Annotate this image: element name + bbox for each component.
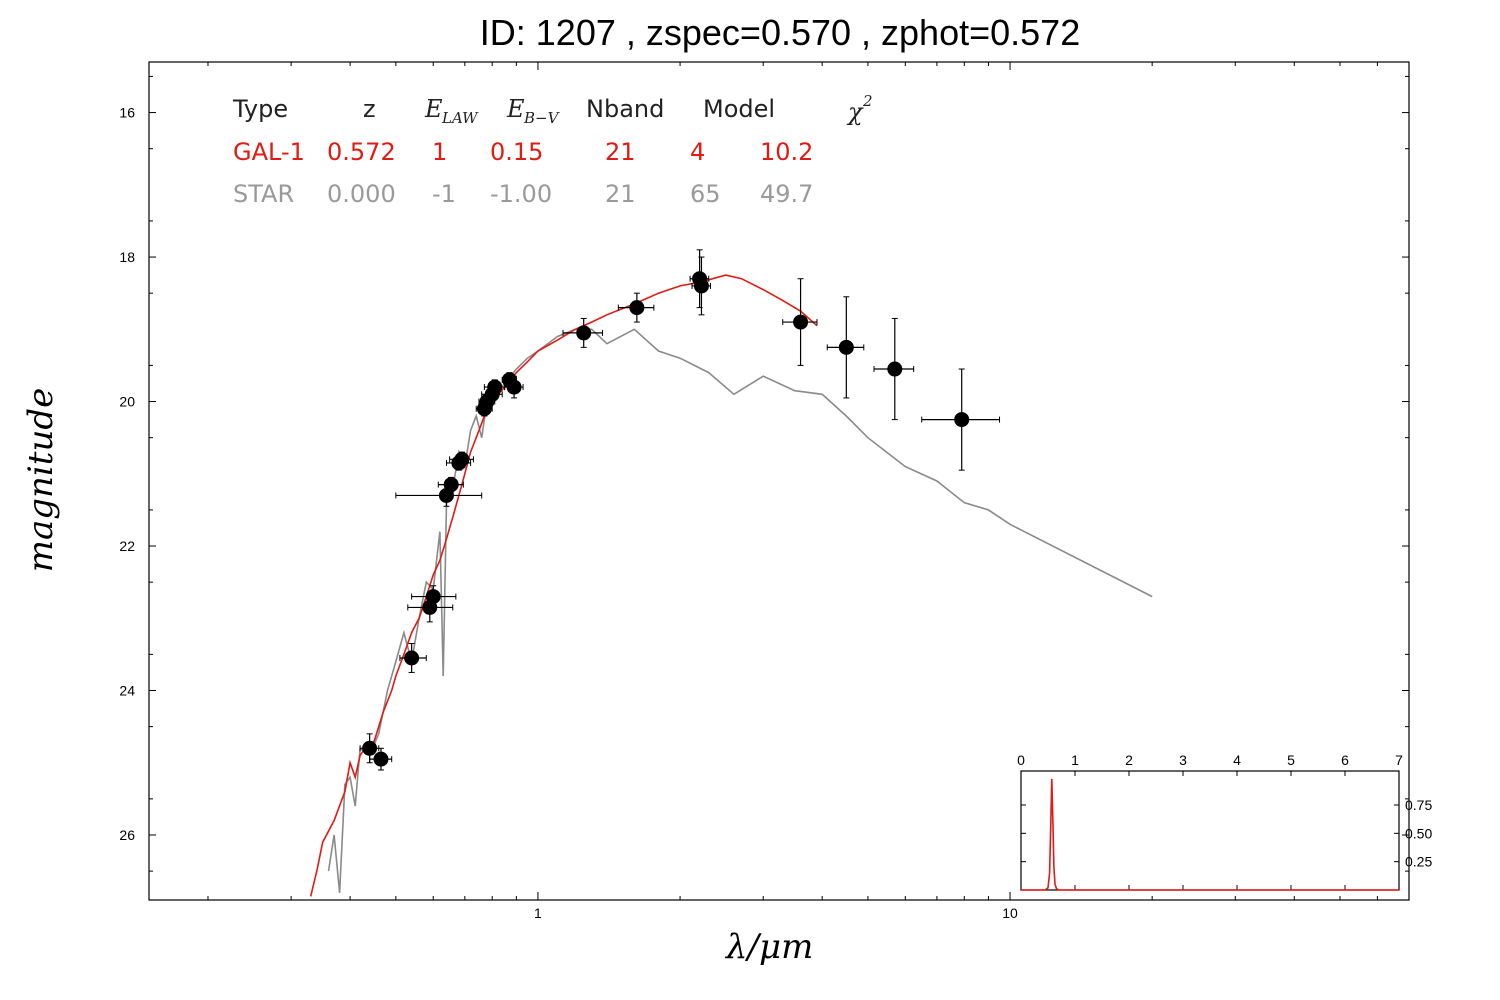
photometry-marker: [576, 325, 592, 341]
photometry-marker: [838, 339, 854, 355]
fit-summary-table: Type z E LAW E B−V Nband Model χ 2 GAL-1…: [232, 92, 873, 208]
photometry-marker: [362, 740, 378, 756]
table-cell-type: GAL-1: [233, 138, 305, 166]
table-cell-ebv: -1.00: [490, 180, 552, 208]
photometry-point: [617, 292, 655, 323]
y-tick-label: 26: [119, 827, 135, 843]
redshift-pdf-curve: [1021, 778, 1399, 891]
table-cell-nband: 21: [605, 138, 636, 166]
photometry-point: [782, 278, 818, 366]
photometry-marker: [887, 361, 903, 377]
inset-x-tick-label: 0: [1017, 752, 1025, 768]
photometry-point: [826, 296, 865, 399]
photometry-point: [437, 476, 464, 493]
inset-x-tick-label: 6: [1341, 752, 1349, 768]
inset-y-tick-label: 0.25: [1405, 854, 1432, 870]
photometry-marker: [629, 300, 645, 316]
inset-y-tick-label: 0.50: [1405, 825, 1432, 841]
table-header-model: Model: [703, 95, 775, 123]
photometry-point: [449, 451, 474, 468]
chart-title: ID: 1207 , zspec=0.570 , zphot=0.572: [479, 12, 1081, 53]
table-row-gal: GAL-1 0.572 1 0.15 21 4 10.2: [233, 138, 813, 166]
table-cell-z: 0.000: [327, 180, 396, 208]
photometry-marker: [425, 589, 441, 605]
photometry-point: [562, 317, 603, 348]
photometry-marker: [954, 412, 970, 428]
inset-y-tick-label: 0.75: [1405, 797, 1432, 813]
x-tick-label: 10: [1002, 905, 1018, 921]
x-tick-label: 1: [534, 905, 542, 921]
y-tick-label: 22: [119, 538, 135, 554]
inset-x-tick-label: 4: [1233, 752, 1241, 768]
photometry-marker: [506, 379, 522, 395]
photometry-point: [921, 368, 1001, 471]
inset-x-tick-label: 7: [1395, 752, 1403, 768]
photometry-point: [369, 747, 393, 771]
table-cell-elaw: -1: [432, 180, 456, 208]
photometry-marker: [373, 751, 389, 767]
table-cell-model: 65: [690, 180, 721, 208]
plot-frame: [148, 61, 1410, 901]
table-cell-elaw: 1: [432, 138, 447, 166]
table-cell-ebv: 0.15: [490, 138, 543, 166]
photometry-point: [504, 375, 524, 399]
table-header-chi2-sup: 2: [862, 92, 873, 110]
table-header-chi2: χ: [846, 98, 864, 126]
y-axis-label: magnitude: [21, 388, 61, 573]
photometry-marker: [487, 379, 503, 395]
table-cell-chi2: 49.7: [760, 180, 813, 208]
x-axis-label: λ/μm: [724, 927, 813, 967]
photometry-point: [483, 379, 506, 395]
table-cell-model: 4: [690, 138, 705, 166]
table-header-type: Type: [232, 95, 288, 123]
table-header-ebv: E: [506, 95, 525, 123]
inset-x-tick-label: 3: [1179, 752, 1187, 768]
inset-x-tick-label: 1: [1071, 752, 1079, 768]
photometry-marker: [793, 314, 809, 330]
table-cell-nband: 21: [605, 180, 636, 208]
inset-x-tick-label: 2: [1125, 752, 1133, 768]
redshift-pdf-inset: 0 1 2 3 4 5 6 7 0.25 0.50 0.75: [1017, 752, 1432, 891]
galaxy-model-spectrum: [309, 274, 818, 897]
y-tick-label: 24: [119, 683, 135, 699]
photometry-point: [411, 585, 457, 608]
table-header-ebv-sub: B−V: [523, 109, 561, 127]
table-header-z: z: [363, 95, 376, 123]
y-tick-label: 20: [119, 394, 135, 410]
table-cell-chi2: 10.2: [760, 138, 813, 166]
photometry-marker: [443, 477, 459, 493]
table-header-elaw: E: [424, 95, 443, 123]
table-header-nband: Nband: [586, 95, 664, 123]
photometry-point: [873, 317, 915, 421]
table-cell-type: STAR: [233, 180, 294, 208]
table-cell-z: 0.572: [327, 138, 396, 166]
table-row-star: STAR 0.000 -1 -1.00 21 65 49.7: [233, 180, 813, 208]
photometry-point: [689, 249, 710, 309]
photometry-point: [395, 484, 483, 507]
photometry-marker: [454, 451, 470, 467]
y-tick-label: 18: [119, 249, 135, 265]
inset-x-tick-label: 5: [1287, 752, 1295, 768]
photometry-marker: [693, 278, 709, 294]
inset-frame: [1020, 770, 1400, 891]
table-header-elaw-sub: LAW: [441, 109, 479, 127]
photometry-point: [399, 643, 427, 673]
photometry-point: [691, 256, 711, 316]
photometry-marker: [404, 650, 420, 666]
y-tick-label: 16: [119, 105, 135, 121]
